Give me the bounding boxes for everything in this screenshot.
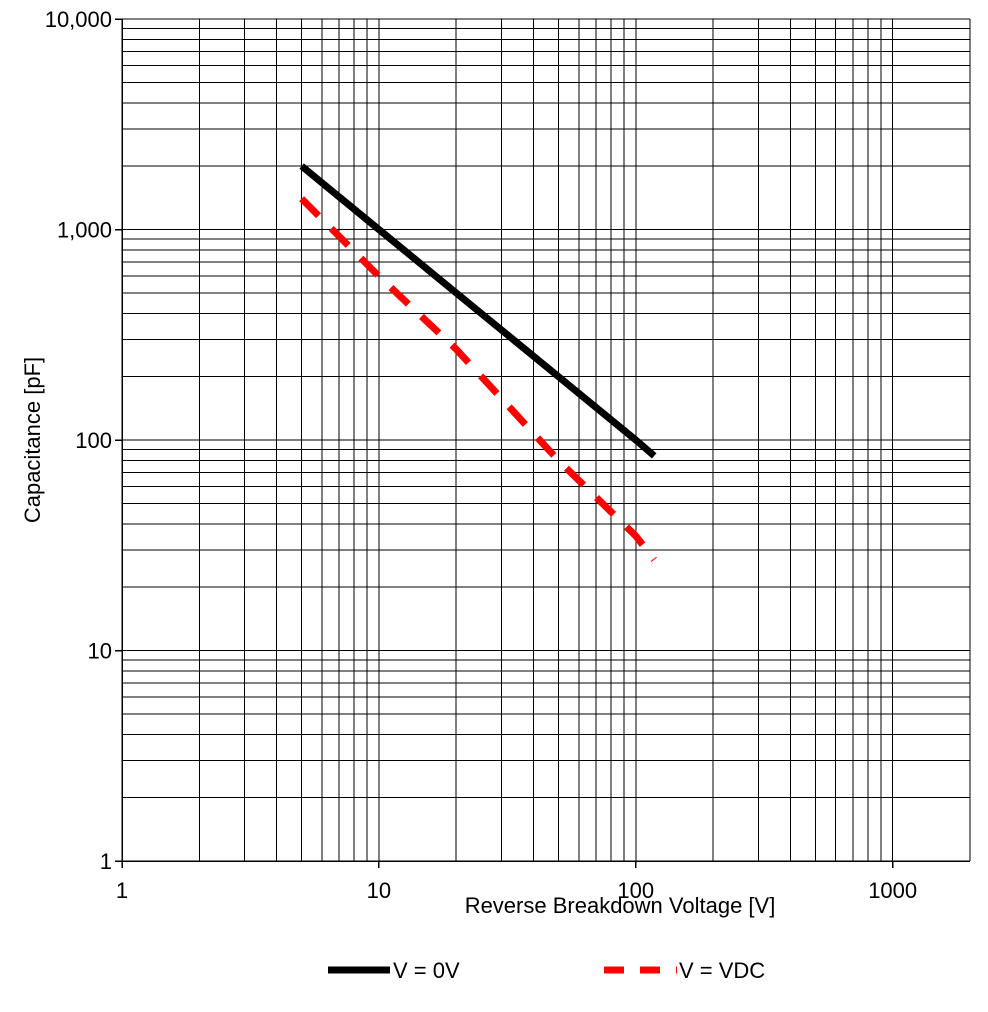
y-tick-label: 1 [100,849,112,874]
legend-label-v-0v: V = 0V [393,958,460,983]
y-tick-label: 100 [75,428,112,453]
series-lines [299,163,657,562]
y-axis-title: Capacitance [pF] [20,357,45,523]
series-line-v-0v [299,163,657,459]
tick-labels: 1 10 100 1000 1 10 100 1,000 10,000 [45,7,917,903]
grid-lines [121,18,971,862]
x-tick-label: 1000 [868,878,917,903]
axes [115,18,970,868]
y-tick-label: 10,000 [45,7,112,32]
x-tick-label: 10 [367,878,391,903]
legend: V = 0V V = VDC [328,958,765,983]
legend-label-v-vdc: V = VDC [679,958,765,983]
y-tick-label: 1,000 [57,218,112,243]
series-line-v-vdc [299,196,657,562]
y-tick-label: 10 [88,639,112,664]
x-tick-label: 1 [116,878,128,903]
x-axis-title: Reverse Breakdown Voltage [V] [465,893,776,918]
x-tick-label: 100 [617,878,654,903]
